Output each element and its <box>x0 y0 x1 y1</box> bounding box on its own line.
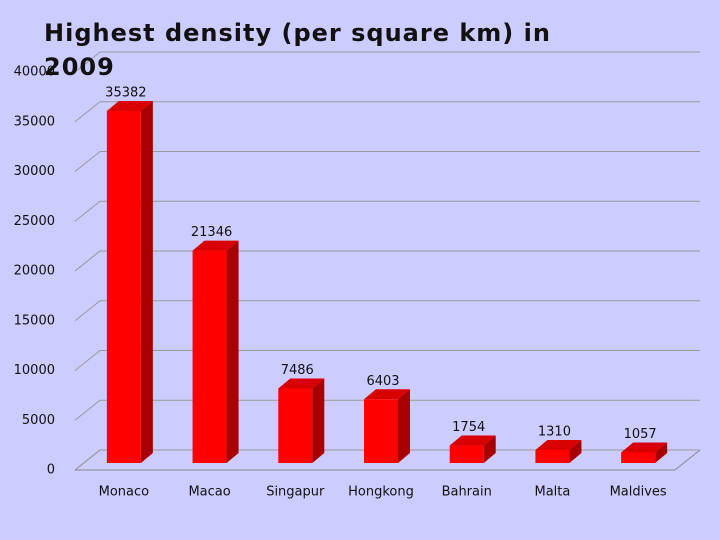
bar-top <box>364 389 410 400</box>
y-tick-label: 40000 <box>14 65 55 80</box>
bar-side <box>483 435 496 463</box>
grid-line <box>74 300 101 322</box>
y-tick-label: 25000 <box>14 214 55 229</box>
bar <box>364 399 398 463</box>
data-label: 35382 <box>105 85 146 100</box>
data-label: 6403 <box>366 374 399 389</box>
data-label: 1754 <box>452 420 485 435</box>
x-tick-label: Singapur <box>266 485 325 500</box>
bar-top <box>106 100 153 111</box>
grid-line <box>74 200 101 222</box>
x-tick-label: Maldives <box>610 485 667 500</box>
grid-line <box>74 250 101 272</box>
chart-title: Highest density (per square km) in 2009 <box>44 19 551 81</box>
bar-side <box>569 439 582 463</box>
x-tick-label: Malta <box>534 485 570 500</box>
y-tick-label: 5000 <box>22 413 55 428</box>
bar-side <box>140 100 153 463</box>
y-tick-label: 15000 <box>14 313 55 328</box>
y-tick-label: 10000 <box>14 363 55 378</box>
bar <box>106 110 141 463</box>
data-label: 21346 <box>191 225 232 240</box>
bar-top <box>535 439 582 450</box>
bar-side <box>655 442 668 463</box>
x-tick-label: Hongkong <box>348 485 414 500</box>
axis-line <box>674 449 701 471</box>
bar-side <box>398 389 410 463</box>
x-tick-label: Monaco <box>99 485 150 500</box>
bar <box>621 452 656 463</box>
x-tick-label: Macao <box>188 485 230 500</box>
bar <box>192 250 227 463</box>
grid-line <box>74 449 101 471</box>
bar-side <box>312 378 325 463</box>
bar-top <box>621 442 668 453</box>
y-tick-label: 20000 <box>14 264 55 279</box>
grid-line <box>74 151 101 172</box>
bar-side <box>226 240 239 463</box>
bar <box>278 388 313 463</box>
data-label: 1310 <box>538 424 571 439</box>
grid-line <box>74 51 101 73</box>
x-tick-label: Bahrain <box>442 485 492 500</box>
data-label: 1057 <box>624 427 657 442</box>
bar-top <box>449 435 496 446</box>
bar <box>535 449 570 463</box>
grid-line <box>74 101 101 123</box>
data-label: 7486 <box>281 363 314 378</box>
y-tick-label: 30000 <box>14 164 55 179</box>
y-tick-label: 0 <box>47 463 55 478</box>
grid-line <box>74 350 101 371</box>
bar-top <box>192 240 239 251</box>
y-tick-label: 35000 <box>14 114 55 129</box>
grid-line <box>74 399 101 421</box>
bar <box>449 445 484 463</box>
bar-top <box>278 378 325 389</box>
